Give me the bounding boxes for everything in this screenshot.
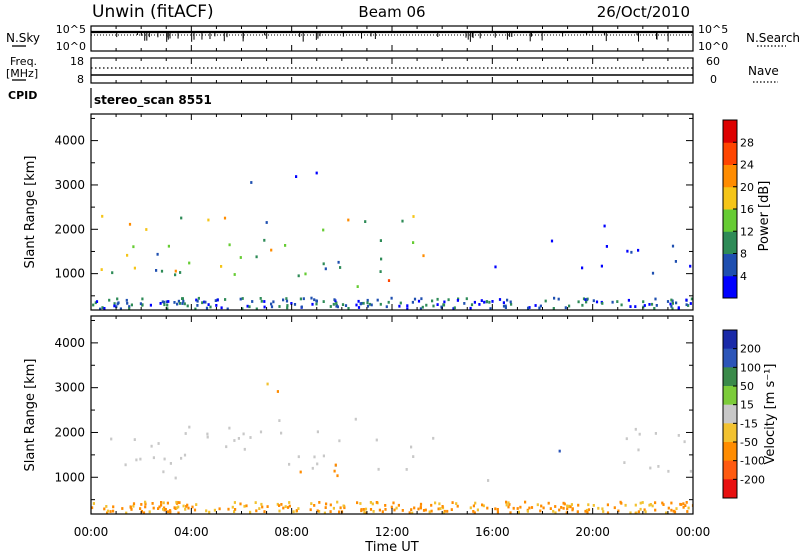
power-colorbar-segment <box>723 209 737 232</box>
y-tick-label: 2000 <box>54 222 85 236</box>
power-colorbar-segment <box>723 231 737 254</box>
power-colorbar-label: 8 <box>740 248 747 261</box>
velocity-colorbar-segment <box>723 367 737 387</box>
power-colorbar: 28 24 20 16 12 8 4 <box>722 119 754 299</box>
velocity-colorbar-segment <box>723 442 737 462</box>
y-axis-title: Slant Range [km] <box>23 359 38 472</box>
y-axis-title: Slant Range [km] <box>23 156 38 269</box>
freq-left-tick-top: 18 <box>70 55 84 68</box>
y-tick-label: 1000 <box>54 470 85 484</box>
date-title: 26/Oct/2010 <box>597 3 690 21</box>
velocity-colorbar-label: 15 <box>740 399 754 412</box>
y-tick-label: 2000 <box>54 425 85 439</box>
x-tick-label: 20:00 <box>575 525 610 539</box>
freq-left-tick-bottom: 8 <box>77 73 84 86</box>
velocity-colorbar-label: 50 <box>740 380 754 393</box>
x-axis-title: Time UT <box>364 540 418 554</box>
power-heatmap <box>92 171 693 310</box>
x-tick-label: 04:00 <box>174 525 209 539</box>
y-tick-label: 4000 <box>54 336 85 350</box>
velocity-panel: 1000 2000 3000 4000 Slant Range [km] <box>23 315 694 515</box>
power-colorbar-label: 24 <box>740 159 754 172</box>
velocity-colorbar-label: -50 <box>740 436 758 449</box>
velocity-colorbar-label: -15 <box>740 417 758 430</box>
velocity-colorbar-segment <box>723 386 737 406</box>
y-tick-label: 3000 <box>54 178 85 192</box>
cpid-value: stereo_scan 8551 <box>94 93 212 108</box>
velocity-colorbar: 200 100 50 15 -15 -50 -100 -200 <box>722 329 765 499</box>
noise-panel: N.Sky 10^5 10^0 10^5 10^0 N.Search <box>6 23 800 53</box>
x-tick-label: 00:00 <box>74 525 109 539</box>
power-colorbar-label: 16 <box>740 203 754 216</box>
y-tick-label: 4000 <box>54 134 85 148</box>
velocity-colorbar-segment <box>723 330 737 350</box>
noise-trace <box>91 30 693 42</box>
cpid-panel: CPID stereo_scan 8551 <box>8 88 212 108</box>
freq-right-tick-bottom: 0 <box>710 73 717 86</box>
velocity-colorbar-title: Velocity [m s⁻¹] <box>763 364 778 465</box>
noise-left-tick-top: 10^5 <box>56 23 86 36</box>
power-colorbar-segment <box>723 120 737 143</box>
x-axis: 00:00 04:00 08:00 12:00 16:00 20:00 00:00 <box>74 26 711 539</box>
noise-right-tick-bottom: 10^0 <box>698 40 728 53</box>
velocity-colorbar-label: 100 <box>740 361 761 374</box>
velocity-colorbar-segment <box>723 348 737 368</box>
velocity-heatmap <box>91 382 693 514</box>
power-colorbar-label: 20 <box>740 181 754 194</box>
velocity-axes: 1000 2000 3000 4000 Slant Range [km] <box>23 319 693 501</box>
power-colorbar-segment <box>723 186 737 210</box>
noise-right-tick-top: 10^5 <box>698 23 728 36</box>
velocity-colorbar-label: -200 <box>740 473 765 486</box>
velocity-colorbar-segment <box>723 479 737 499</box>
velocity-colorbar-segment <box>723 460 737 480</box>
y-tick-label: 3000 <box>54 381 85 395</box>
x-tick-label: 12:00 <box>375 525 410 539</box>
power-axes: 1000 2000 3000 4000 Slant Range [km] <box>23 117 693 297</box>
power-colorbar-label: 28 <box>740 136 754 149</box>
velocity-colorbar-segment <box>723 404 737 424</box>
power-colorbar-segment <box>723 142 737 165</box>
x-tick-label: 08:00 <box>274 525 309 539</box>
x-tick-label: 16:00 <box>475 525 510 539</box>
y-tick-label: 1000 <box>54 267 85 281</box>
power-colorbar-title: Power [dB] <box>757 181 772 252</box>
power-panel: 1000 2000 3000 4000 Slant Range [km] <box>23 113 694 311</box>
nsearch-label: N.Search <box>746 31 800 45</box>
freq-label-line2: [MHz] <box>6 67 38 80</box>
noise-left-tick-bottom: 10^0 <box>56 40 86 53</box>
velocity-colorbar-label: -100 <box>740 455 765 468</box>
x-tick-label: 00:00 <box>676 525 711 539</box>
power-colorbar-label: 12 <box>740 225 754 238</box>
power-colorbar-segment <box>723 275 737 299</box>
velocity-colorbar-segment <box>723 423 737 443</box>
cpid-label: CPID <box>8 89 37 102</box>
freq-right-tick-top: 60 <box>706 55 720 68</box>
freq-label-line1: Freq. <box>10 55 37 68</box>
velocity-colorbar-label: 200 <box>740 343 761 356</box>
nsky-label: N.Sky <box>6 31 40 45</box>
power-colorbar-segment <box>723 164 737 188</box>
nave-label: Nave <box>748 64 779 78</box>
beam-title: Beam 06 <box>358 3 425 21</box>
station-title: Unwin (fitACF) <box>92 2 214 22</box>
power-colorbar-label: 4 <box>740 270 747 283</box>
power-colorbar-segment <box>723 253 737 277</box>
